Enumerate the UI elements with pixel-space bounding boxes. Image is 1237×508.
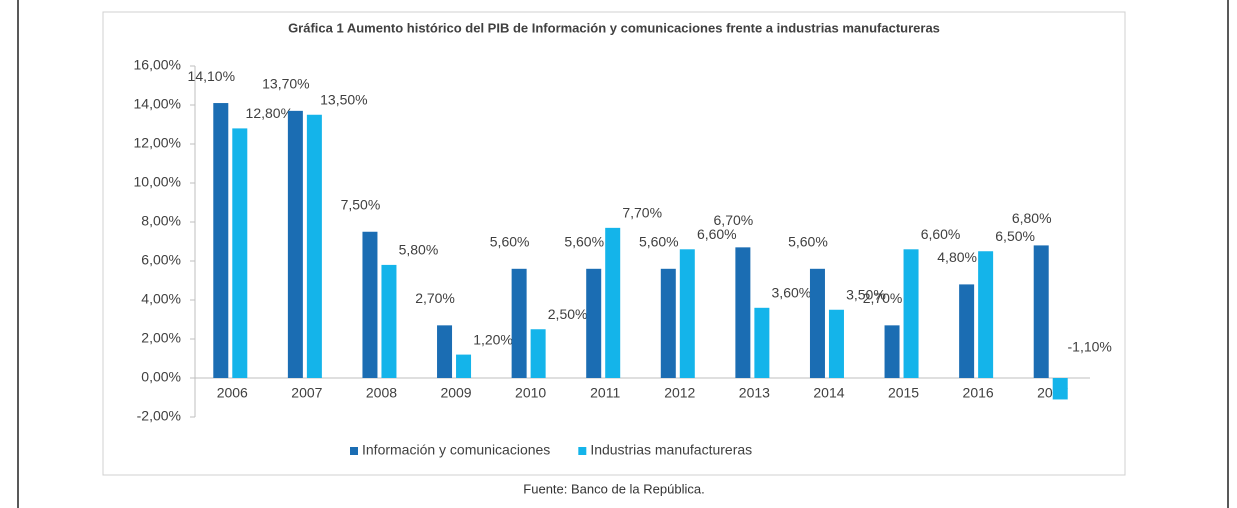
data-label: 6,50% — [995, 228, 1035, 244]
bar — [828, 309, 844, 378]
bar — [679, 249, 695, 378]
x-tick-label: 2015 — [888, 385, 919, 401]
y-tick-label: 0,00% — [141, 369, 181, 385]
bar — [809, 268, 825, 378]
legend-swatch — [578, 447, 587, 455]
y-tick-label: 16,00% — [134, 57, 181, 73]
y-tick-label: 10,00% — [134, 174, 181, 190]
y-tick-label: 12,00% — [134, 135, 181, 151]
bar — [306, 114, 322, 378]
data-label: 3,50% — [846, 286, 886, 302]
bar — [903, 249, 919, 378]
y-tick-label: 14,00% — [134, 96, 181, 112]
data-label: 5,60% — [490, 234, 530, 250]
bar — [1052, 378, 1068, 400]
y-tick-label: 2,00% — [141, 330, 181, 346]
chart-title: Gráfica 1 Aumento histórico del PIB de I… — [288, 20, 940, 35]
bar — [959, 284, 975, 378]
bar — [456, 354, 472, 378]
y-tick-label: 6,00% — [141, 252, 181, 268]
data-label: 7,50% — [341, 196, 381, 212]
bar — [978, 251, 994, 378]
bar — [213, 103, 229, 379]
data-label: 13,50% — [320, 91, 367, 107]
data-label: 2,70% — [863, 290, 903, 306]
data-label: 1,20% — [473, 331, 513, 347]
data-label: -1,10% — [1068, 339, 1112, 355]
data-label: 12,80% — [246, 105, 293, 121]
bar — [586, 268, 602, 378]
data-label: 6,60% — [921, 226, 961, 242]
y-tick-label: -2,00% — [137, 408, 181, 424]
bar — [605, 227, 621, 378]
y-tick-label: 8,00% — [141, 213, 181, 229]
bar — [381, 264, 397, 378]
data-label: 6,60% — [697, 226, 737, 242]
x-tick-label: 2016 — [963, 385, 994, 401]
data-label: 5,60% — [788, 234, 828, 250]
chart-box — [102, 11, 1126, 476]
data-label: 14,10% — [188, 68, 235, 84]
data-label: 5,60% — [564, 234, 604, 250]
bar — [530, 329, 546, 378]
x-tick-label: 2010 — [515, 385, 546, 401]
data-label: 3,60% — [772, 285, 812, 301]
bar — [1033, 245, 1049, 378]
x-tick-label: 2013 — [739, 385, 770, 401]
bar — [232, 128, 248, 378]
bar — [437, 325, 453, 378]
bar — [735, 247, 751, 378]
x-tick-label: 2008 — [366, 385, 397, 401]
bar — [660, 268, 676, 378]
x-tick-label: 2009 — [440, 385, 471, 401]
x-tick-label: 2007 — [291, 385, 322, 401]
data-label: 5,60% — [639, 234, 679, 250]
legend-label: Industrias manufactureras — [590, 442, 752, 458]
data-label: 13,70% — [262, 76, 309, 92]
bar — [511, 268, 527, 378]
bar — [754, 307, 770, 378]
data-label: 4,80% — [937, 249, 977, 265]
y-tick-label: 4,00% — [141, 291, 181, 307]
bar — [287, 110, 303, 378]
x-tick-label: 2006 — [217, 385, 248, 401]
x-tick-label: 2011 — [590, 385, 620, 401]
legend-swatch — [350, 447, 358, 455]
x-tick-label: 2014 — [813, 385, 844, 401]
data-label: 2,50% — [548, 306, 588, 322]
data-label: 7,70% — [622, 205, 662, 221]
source-note: Fuente: Banco de la República. — [523, 481, 704, 496]
bar — [884, 325, 900, 378]
legend-label: Información y comunicaciones — [362, 442, 550, 458]
data-label: 6,80% — [1012, 210, 1052, 226]
x-tick-label: 2012 — [664, 385, 695, 401]
data-label: 2,70% — [415, 290, 455, 306]
bar — [362, 231, 378, 378]
data-label: 5,80% — [399, 242, 439, 258]
data-label: 6,70% — [714, 212, 754, 228]
